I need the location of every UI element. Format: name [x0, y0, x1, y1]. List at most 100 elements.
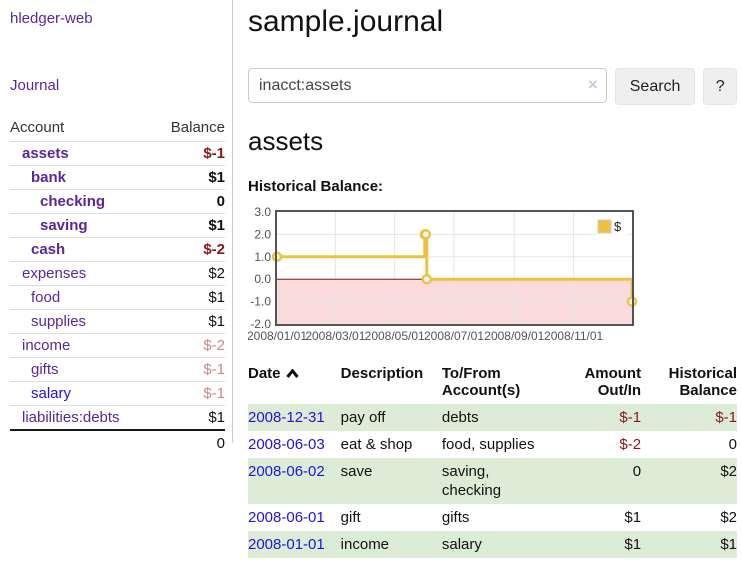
account-balance: $1 [208, 409, 225, 426]
page-title: sample.journal [248, 5, 444, 38]
search-button[interactable]: Search [614, 68, 696, 105]
transaction-accounts: salary [441, 536, 482, 553]
register-body: 2008-12-31 pay off debts $-1 $-1 2008-06-03 ea… [248, 404, 737, 558]
search-input[interactable] [248, 68, 607, 103]
accounts-header-row: Account Balance [10, 116, 225, 142]
transaction-accounts: saving, checking [441, 463, 502, 499]
transaction-balance: 0 [728, 436, 737, 453]
account-link-food[interactable]: food [31, 289, 61, 306]
account-heading: assets [248, 126, 324, 156]
register-date-cell: 2008-12-31 [248, 404, 341, 431]
app-title-link[interactable]: hledger-web [10, 10, 93, 27]
transaction-description: save [340, 463, 373, 480]
account-row: gifts $-1 [10, 357, 225, 382]
account-balance: $1 [208, 289, 225, 306]
account-link-expenses[interactable]: expenses [22, 265, 87, 282]
register-date-cell: 2008-06-02 [248, 458, 341, 504]
transaction-amount: $-2 [619, 436, 642, 453]
account-balance: $-2 [203, 241, 225, 258]
register-header-balance: Historical Balance [668, 365, 737, 399]
svg-text:2.0: 2.0 [254, 227, 271, 241]
svg-text:1.0: 1.0 [254, 250, 271, 264]
register-date-cell: 2008-06-01 [248, 504, 341, 531]
svg-text:2008/07/01: 2008/07/01 [424, 329, 484, 343]
transaction-description: income [340, 536, 390, 553]
transaction-balance: $2 [720, 509, 737, 526]
account-link-salary[interactable]: salary [31, 385, 72, 402]
transaction-amount: $1 [624, 509, 642, 526]
account-link-saving[interactable]: saving [40, 217, 88, 234]
account-link-checking[interactable]: checking [40, 193, 106, 210]
transaction-date-link[interactable]: 2008-06-01 [248, 509, 325, 526]
accounts-header-balance: Balance [170, 119, 225, 136]
transaction-amount: $-1 [619, 409, 642, 426]
transaction-date-link[interactable]: 2008-06-03 [248, 436, 325, 453]
help-button[interactable]: ? [703, 68, 737, 105]
account-link-supplies[interactable]: supplies [31, 313, 87, 330]
account-row: income $-2 [10, 333, 225, 358]
account-row: cash $-2 [10, 237, 225, 262]
sidebar: hledger-web Journal Account Balance asse… [0, 0, 233, 456]
journal-link[interactable]: Journal [10, 77, 60, 94]
transaction-description: eat & shop [340, 436, 413, 453]
account-link-assets[interactable]: assets [22, 145, 69, 162]
transaction-date-link[interactable]: 2008-06-02 [248, 463, 325, 480]
account-link-liabilitiesdebts[interactable]: liabilities:debts [22, 409, 120, 426]
account-row: checking 0 [10, 189, 225, 214]
accounts-total-value: 0 [10, 429, 225, 456]
account-row: saving $1 [10, 213, 225, 238]
transaction-accounts: gifts [441, 509, 470, 526]
register-table: Date Description To/From Account(s) Amou… [248, 362, 737, 558]
account-balance: $1 [208, 313, 225, 330]
svg-text:3.0: 3.0 [254, 207, 271, 219]
account-balance: $-2 [203, 337, 225, 354]
clear-search-icon[interactable]: × [587, 75, 598, 94]
main-content: sample.journal × Search ? assets Histori… [247, 0, 737, 558]
accounts-total-row: 0 [10, 429, 225, 456]
svg-text:2008/01/01: 2008/01/01 [248, 329, 307, 343]
accounts-body: assets $-1 bank $1 checking 0 saving $1 cash $-2 e… [10, 141, 225, 431]
register-row: 2008-06-02 save saving, checking 0 $2 [248, 458, 737, 504]
account-balance: $-1 [203, 361, 225, 378]
account-row: bank $1 [10, 165, 225, 190]
register-row: 2008-06-03 eat & shop food, supplies $-2 0 [248, 431, 737, 458]
search-bar: × Search ? [248, 68, 737, 105]
accounts-header-account: Account [10, 119, 65, 136]
account-row: salary $-1 [10, 381, 225, 406]
register-header-date[interactable]: Date [248, 362, 341, 404]
transaction-date-link[interactable]: 2008-01-01 [248, 536, 325, 553]
register-header-description: Description [340, 365, 424, 382]
sort-ascending-icon [285, 365, 299, 382]
transaction-amount: $1 [624, 536, 642, 553]
account-link-gifts[interactable]: gifts [31, 361, 59, 378]
account-link-income[interactable]: income [22, 337, 71, 354]
account-balance: $1 [208, 169, 225, 186]
account-balance: $1 [208, 217, 225, 234]
svg-text:2008/09/01: 2008/09/01 [484, 329, 544, 343]
accounts-table: Account Balance assets $-1 bank $1 checking 0… [10, 116, 225, 456]
account-link-bank[interactable]: bank [31, 169, 67, 186]
account-link-cash[interactable]: cash [31, 241, 66, 258]
svg-text:-1.0: -1.0 [250, 295, 271, 309]
register-header-accounts: To/From Account(s) [441, 365, 521, 399]
transaction-description: pay off [340, 409, 386, 426]
transaction-balance: $1 [720, 536, 737, 553]
transaction-accounts: debts [441, 409, 479, 426]
svg-text:2008/11/01: 2008/11/01 [544, 329, 603, 343]
account-row: assets $-1 [10, 141, 225, 166]
account-row: food $1 [10, 285, 225, 310]
transaction-amount: 0 [632, 463, 642, 480]
chart-title: Historical Balance: [248, 178, 384, 195]
register-header-amount: Amount Out/In [584, 365, 642, 399]
transaction-description: gift [340, 509, 361, 526]
account-balance: $-1 [203, 145, 225, 162]
register-row: 2008-06-01 gift gifts $1 $2 [248, 504, 737, 531]
account-balance: $-1 [203, 385, 225, 402]
account-balance: $2 [208, 265, 225, 282]
account-row: supplies $1 [10, 309, 225, 334]
register-header-row: Date Description To/From Account(s) Amou… [248, 362, 737, 404]
transaction-date-link[interactable]: 2008-12-31 [248, 409, 325, 426]
svg-text:0.0: 0.0 [254, 272, 271, 286]
svg-text:-2.0: -2.0 [250, 317, 271, 331]
account-balance: 0 [216, 193, 225, 210]
